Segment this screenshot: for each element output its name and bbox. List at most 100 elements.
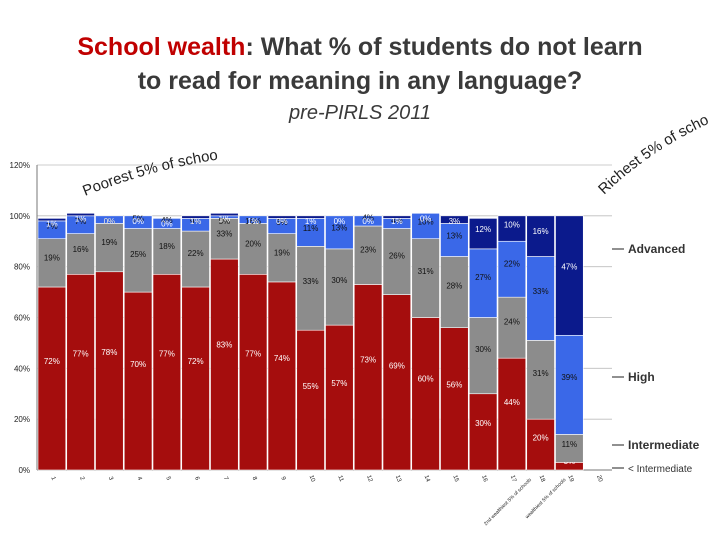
bar-segment-high-8 (238, 215, 268, 224)
x-tick-label: 19 (566, 474, 574, 483)
data-label: 60% (418, 375, 434, 384)
data-label: 77% (159, 349, 175, 358)
data-label: 56% (446, 380, 462, 389)
legend-entry: Advanced (628, 242, 685, 256)
bar-segment-intermediate-17 (497, 296, 527, 359)
bar-segment-intermediate-9 (267, 233, 297, 283)
y-tick-label: 0% (18, 466, 30, 475)
data-label: 13% (331, 224, 347, 233)
data-label: 73% (360, 355, 376, 364)
data-label: 33% (533, 287, 549, 296)
richest-annotation: Richest 5% of schools (0, 0, 711, 198)
title-line2: to read for meaning in any language? (137, 67, 583, 95)
bar-segment-intermediate-11 (325, 248, 354, 326)
bar-segment-advanced-13 (382, 215, 412, 219)
data-label: 4% (362, 213, 374, 222)
data-label: 47% (561, 263, 577, 272)
data-label: 0% (420, 214, 432, 223)
chart-title: School wealth: What % of students do not… (0, 30, 720, 98)
data-label: 77% (73, 349, 89, 358)
data-label: 16% (533, 227, 549, 236)
bar-segment-intermediate-14 (411, 238, 440, 318)
legend-entry: Intermediate (628, 438, 700, 452)
bar-segment--intermediate-11 (325, 324, 354, 471)
y-tick-label: 20% (14, 415, 30, 424)
data-label: 19% (44, 253, 60, 262)
bar-segment-intermediate-2 (66, 233, 95, 275)
data-label: 39% (561, 373, 577, 382)
bar-segment--intermediate-6 (181, 286, 210, 471)
data-label: 28% (446, 282, 462, 291)
y-tick-label: 40% (14, 364, 30, 373)
bar-segment-intermediate-7 (210, 218, 239, 260)
bar-segment-advanced-7 (210, 212, 239, 217)
x-note-label: 2nd wealthiest 5% of schools (483, 477, 533, 527)
x-tick-label: 20 (595, 474, 603, 483)
x-tick-label: 13 (394, 474, 402, 483)
bar-segment-high-4 (123, 215, 153, 229)
data-label: 69% (389, 361, 405, 370)
data-label: 22% (504, 259, 520, 268)
bar-segment--intermediate-9 (267, 281, 297, 471)
data-label: 31% (533, 369, 549, 378)
data-label: 10% (418, 218, 434, 227)
data-label: 16% (245, 217, 261, 226)
bar-segment--intermediate-13 (382, 294, 412, 471)
bar-segment-intermediate-16 (468, 317, 498, 395)
bar-segment--intermediate-14 (411, 317, 440, 471)
bar-segment-high-15 (440, 223, 469, 257)
data-label: 1% (46, 219, 58, 228)
bar-segment-high-19 (555, 334, 584, 435)
data-label: 4% (391, 216, 403, 225)
data-label: 9% (190, 217, 202, 226)
data-label: 55% (303, 382, 319, 391)
poorest-annotation-path: Poorest 5% of schools (0, 0, 219, 200)
chart-subtitle: pre‑PIRLS 2011 (289, 102, 431, 124)
data-label: 1% (75, 214, 87, 223)
bar-segment-advanced-2 (66, 212, 95, 217)
data-label: 0% (161, 219, 173, 228)
bar-segment--intermediate-7 (210, 258, 239, 471)
legend-entry: < Intermediate (628, 464, 693, 475)
x-tick-label: 18 (538, 474, 546, 483)
bar-segment-advanced-19 (555, 215, 584, 336)
data-label: 19% (274, 248, 290, 257)
bar-segment-intermediate-1 (37, 238, 67, 288)
x-tick-label: 3 (107, 476, 114, 482)
bar-segment-intermediate-8 (238, 223, 268, 275)
bar-segment-advanced-10 (296, 215, 325, 219)
data-label: 1% (247, 217, 259, 226)
bar-segment-high-5 (152, 218, 182, 229)
x-tick-label: 4 (136, 476, 143, 482)
data-label: 6% (276, 218, 288, 227)
x-tick-label: 7 (222, 476, 229, 482)
data-label: 3% (449, 217, 461, 226)
x-tick-label: 11 (336, 475, 344, 484)
annotations: Poorest 5% of schoolsRichest 5% of schoo… (0, 0, 711, 200)
data-label: 1% (391, 217, 403, 226)
y-tick-label: 100% (10, 212, 30, 221)
data-label: 78% (101, 348, 117, 357)
bars: 72%19%7%1%77%16%7%1%78%19%0%0%70%25%5%0%… (37, 212, 584, 471)
bar-segment--intermediate-12 (353, 284, 383, 471)
bar-segment--intermediate-18 (526, 418, 555, 471)
data-label: 0% (104, 217, 116, 226)
data-label: 0% (276, 217, 288, 226)
data-label: 11% (562, 440, 577, 449)
data-label: 11% (303, 224, 318, 233)
bar-segment-intermediate-12 (353, 225, 383, 285)
bar-segment-advanced-6 (181, 215, 210, 219)
bar-segment-high-17 (497, 240, 527, 298)
bar-segment-advanced-9 (267, 215, 297, 219)
bar-segment--intermediate-5 (152, 273, 182, 471)
x-tick-label: 17 (509, 474, 517, 483)
bar-segment-intermediate-13 (382, 228, 412, 295)
data-label: 0% (362, 217, 374, 226)
data-label: 13% (446, 231, 462, 240)
data-label: 33% (303, 277, 319, 286)
x-tick-label: 6 (193, 476, 200, 482)
x-tick-label: 16 (480, 474, 488, 483)
bar-segment-advanced-18 (526, 215, 555, 257)
bar-segment-intermediate-19 (555, 434, 584, 463)
data-label: 57% (331, 379, 347, 388)
